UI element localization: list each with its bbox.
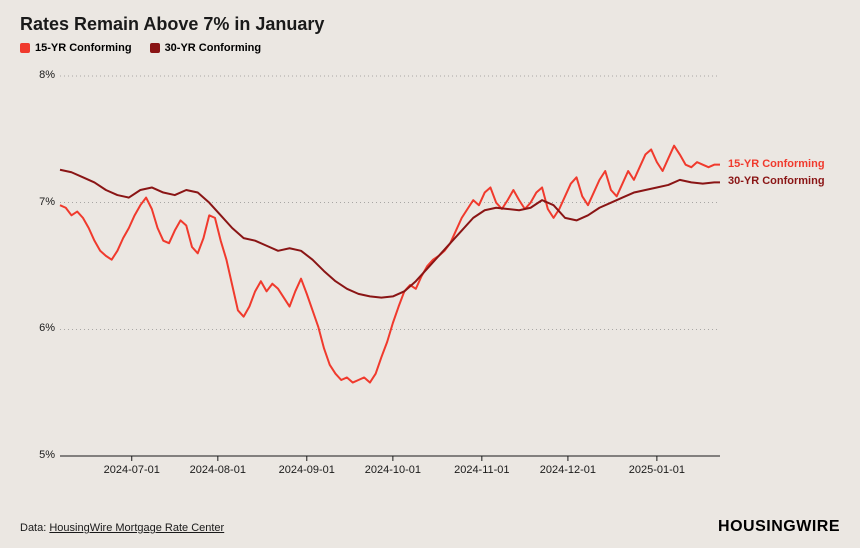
series-end-label: 30-YR Conforming: [728, 175, 825, 187]
y-axis-label: 7%: [25, 196, 55, 208]
legend-item-30yr: 30-YR Conforming: [150, 42, 262, 54]
legend-label-15yr: 15-YR Conforming: [35, 42, 132, 54]
y-axis-label: 6%: [25, 322, 55, 334]
x-axis-label: 2024-10-01: [365, 464, 421, 476]
brand-logo: HOUSINGWIRE: [718, 518, 840, 536]
legend-label-30yr: 30-YR Conforming: [165, 42, 262, 54]
chart-area: [40, 68, 840, 488]
x-axis-label: 2025-01-01: [629, 464, 685, 476]
legend-item-15yr: 15-YR Conforming: [20, 42, 132, 54]
x-axis-label: 2024-09-01: [279, 464, 335, 476]
x-axis-label: 2024-12-01: [540, 464, 596, 476]
legend-swatch-30yr: [150, 43, 160, 53]
series-end-label: 15-YR Conforming: [728, 158, 825, 170]
legend: 15-YR Conforming 30-YR Conforming: [20, 42, 261, 54]
y-axis-label: 8%: [25, 69, 55, 81]
x-axis-label: 2024-07-01: [104, 464, 160, 476]
x-axis-label: 2024-08-01: [190, 464, 246, 476]
data-source-prefix: Data:: [20, 522, 49, 534]
y-axis-label: 5%: [25, 449, 55, 461]
x-axis-label: 2024-11-01: [454, 464, 509, 476]
chart-svg: [40, 68, 840, 488]
chart-container: Rates Remain Above 7% in January 15-YR C…: [0, 0, 860, 548]
data-source-link[interactable]: HousingWire Mortgage Rate Center: [49, 522, 224, 534]
chart-title: Rates Remain Above 7% in January: [20, 14, 324, 35]
data-source: Data: HousingWire Mortgage Rate Center: [20, 522, 224, 534]
legend-swatch-15yr: [20, 43, 30, 53]
